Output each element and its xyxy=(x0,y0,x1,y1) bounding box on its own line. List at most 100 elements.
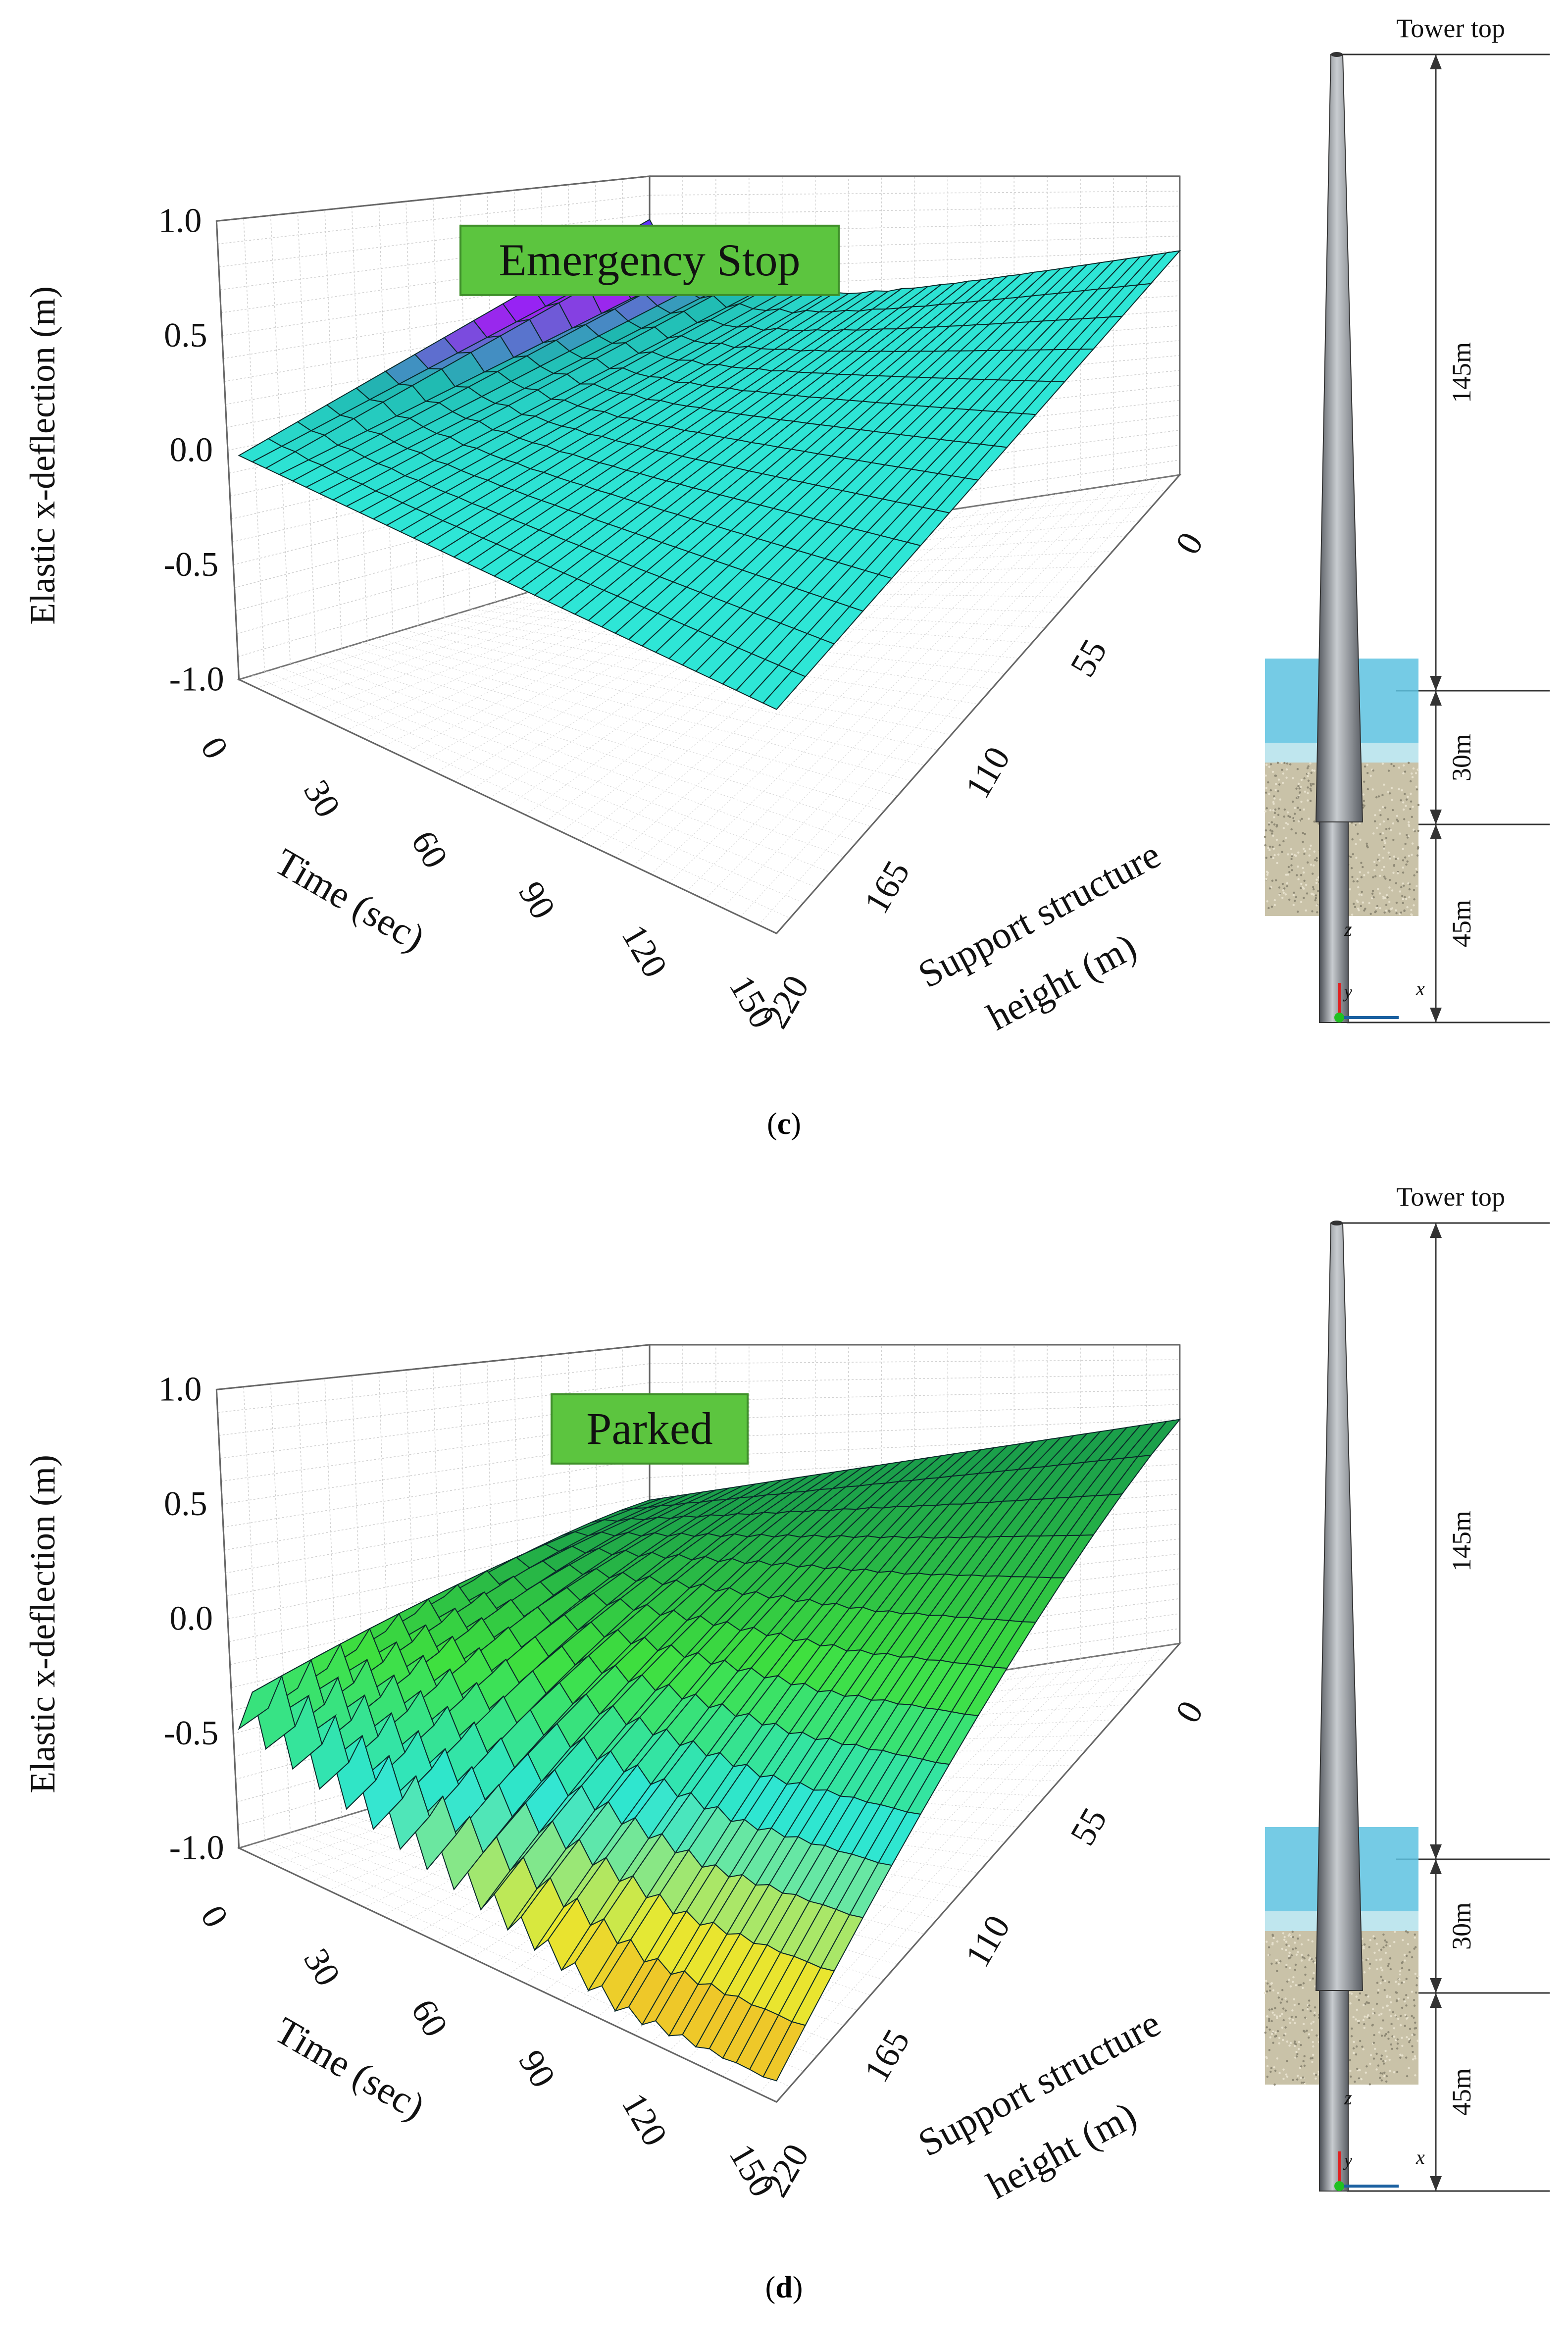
soil-grain xyxy=(1286,2060,1288,2062)
soil-grain xyxy=(1309,855,1311,857)
soil-grain xyxy=(1310,784,1312,786)
soil-grain xyxy=(1308,2037,1310,2039)
dim-label: 45m xyxy=(1447,2068,1476,2116)
soil-grain xyxy=(1268,793,1270,795)
soil-grain xyxy=(1298,820,1300,822)
soil-grain xyxy=(1399,1974,1401,1976)
soil-grain xyxy=(1366,2016,1368,2018)
soil-grain xyxy=(1374,911,1376,913)
soil-grain xyxy=(1386,2055,1388,2057)
soil-grain xyxy=(1416,788,1418,790)
soil-grain xyxy=(1351,876,1353,878)
soil-grain xyxy=(1363,2023,1365,2025)
soil-grain xyxy=(1287,812,1289,814)
soil-grain xyxy=(1385,837,1387,839)
soil-grain xyxy=(1278,894,1280,896)
soil-grain xyxy=(1273,795,1275,797)
soil-grain xyxy=(1272,2041,1274,2043)
soil-grain xyxy=(1283,827,1285,829)
soil-grain xyxy=(1380,1958,1382,1960)
z-tick-label: 0.5 xyxy=(164,316,207,355)
soil-grain xyxy=(1401,895,1403,897)
soil-grain xyxy=(1293,894,1295,896)
soil-grain xyxy=(1382,2060,1384,2062)
soil-grain xyxy=(1404,856,1406,858)
soil-grain xyxy=(1390,2043,1392,2045)
soil-grain xyxy=(1280,762,1282,764)
soil-grain xyxy=(1296,2053,1298,2055)
soil-grain xyxy=(1314,851,1315,853)
soil-grain xyxy=(1378,2031,1380,2033)
soil-grain xyxy=(1396,902,1398,904)
soil-grain xyxy=(1296,2078,1298,2080)
soil-grain xyxy=(1282,782,1284,784)
soil-grain xyxy=(1359,2040,1361,2042)
soil-grain xyxy=(1304,1966,1306,1968)
soil-grain xyxy=(1385,904,1387,906)
soil-grain xyxy=(1296,2055,1298,2057)
soil-grain xyxy=(1367,1995,1369,1997)
soil-grain xyxy=(1388,901,1390,903)
soil-grain xyxy=(1265,1980,1267,1982)
soil-grain xyxy=(1383,783,1385,785)
soil-grain xyxy=(1264,836,1266,838)
soil-grain xyxy=(1277,790,1279,792)
soil-grain xyxy=(1380,2058,1382,2060)
soil-grain xyxy=(1304,2065,1306,2067)
soil-grain xyxy=(1307,767,1309,769)
soil-grain xyxy=(1293,892,1295,894)
soil-grain xyxy=(1315,857,1317,859)
soil-grain xyxy=(1277,1992,1279,1994)
soil-grain xyxy=(1397,2018,1399,2020)
soil-grain xyxy=(1287,823,1289,825)
panel-emergency-stop: Emergency Stop 1.0 0.5 0.0 -0.5 -1.0 Elastic x… xyxy=(0,0,1568,1119)
soil-grain xyxy=(1317,890,1319,892)
soil-grain xyxy=(1272,857,1274,859)
soil-grain xyxy=(1401,2007,1403,2009)
caption-c: (c) xyxy=(0,1107,1568,1142)
soil-grain xyxy=(1294,2045,1296,2047)
soil-grain xyxy=(1412,2051,1414,2053)
soil-grain xyxy=(1314,1962,1316,1964)
soil-grain xyxy=(1400,912,1402,914)
soil-grain xyxy=(1291,1954,1293,1956)
soil-grain xyxy=(1310,864,1312,866)
soil-grain xyxy=(1379,892,1381,894)
soil-grain xyxy=(1265,844,1266,846)
tower-shaft xyxy=(1316,1223,1363,1990)
soil-grain xyxy=(1316,911,1318,913)
soil-grain xyxy=(1274,2036,1276,2038)
z-axis-label: Elastic x-deflection (m) xyxy=(23,286,62,625)
soil-grain xyxy=(1314,769,1315,771)
soil-grain xyxy=(1312,2041,1314,2043)
soil-grain xyxy=(1411,772,1413,774)
soil-grain xyxy=(1269,809,1271,811)
soil-grain xyxy=(1266,2065,1268,2067)
soil-grain xyxy=(1276,1970,1278,1972)
soil-grain xyxy=(1410,801,1412,803)
soil-grain xyxy=(1359,2069,1361,2071)
soil-grain xyxy=(1377,2064,1379,2066)
soil-grain xyxy=(1295,896,1297,898)
soil-grain xyxy=(1297,807,1299,809)
soil-grain xyxy=(1295,832,1297,834)
soil-grain xyxy=(1392,809,1394,811)
soil-grain xyxy=(1294,2004,1296,2006)
soil-grain xyxy=(1267,907,1269,909)
soil-grain xyxy=(1270,2020,1272,2022)
soil-grain xyxy=(1265,787,1267,789)
tower-top-label: Tower top xyxy=(1396,1182,1505,1212)
soil-grain xyxy=(1411,1956,1413,1958)
soil-grain xyxy=(1413,904,1415,906)
soil-grain xyxy=(1383,866,1385,868)
soil-grain xyxy=(1285,837,1287,839)
soil-grain xyxy=(1294,813,1296,815)
soil-grain xyxy=(1268,2049,1270,2051)
soil-grain xyxy=(1376,1943,1378,1945)
soil-grain xyxy=(1274,789,1276,791)
soil-grain xyxy=(1277,814,1279,816)
soil-grain xyxy=(1304,2055,1306,2057)
soil-grain xyxy=(1379,1982,1381,1984)
y-tick-label: 110 xyxy=(958,1909,1018,1974)
tower-top-cap xyxy=(1331,52,1343,57)
